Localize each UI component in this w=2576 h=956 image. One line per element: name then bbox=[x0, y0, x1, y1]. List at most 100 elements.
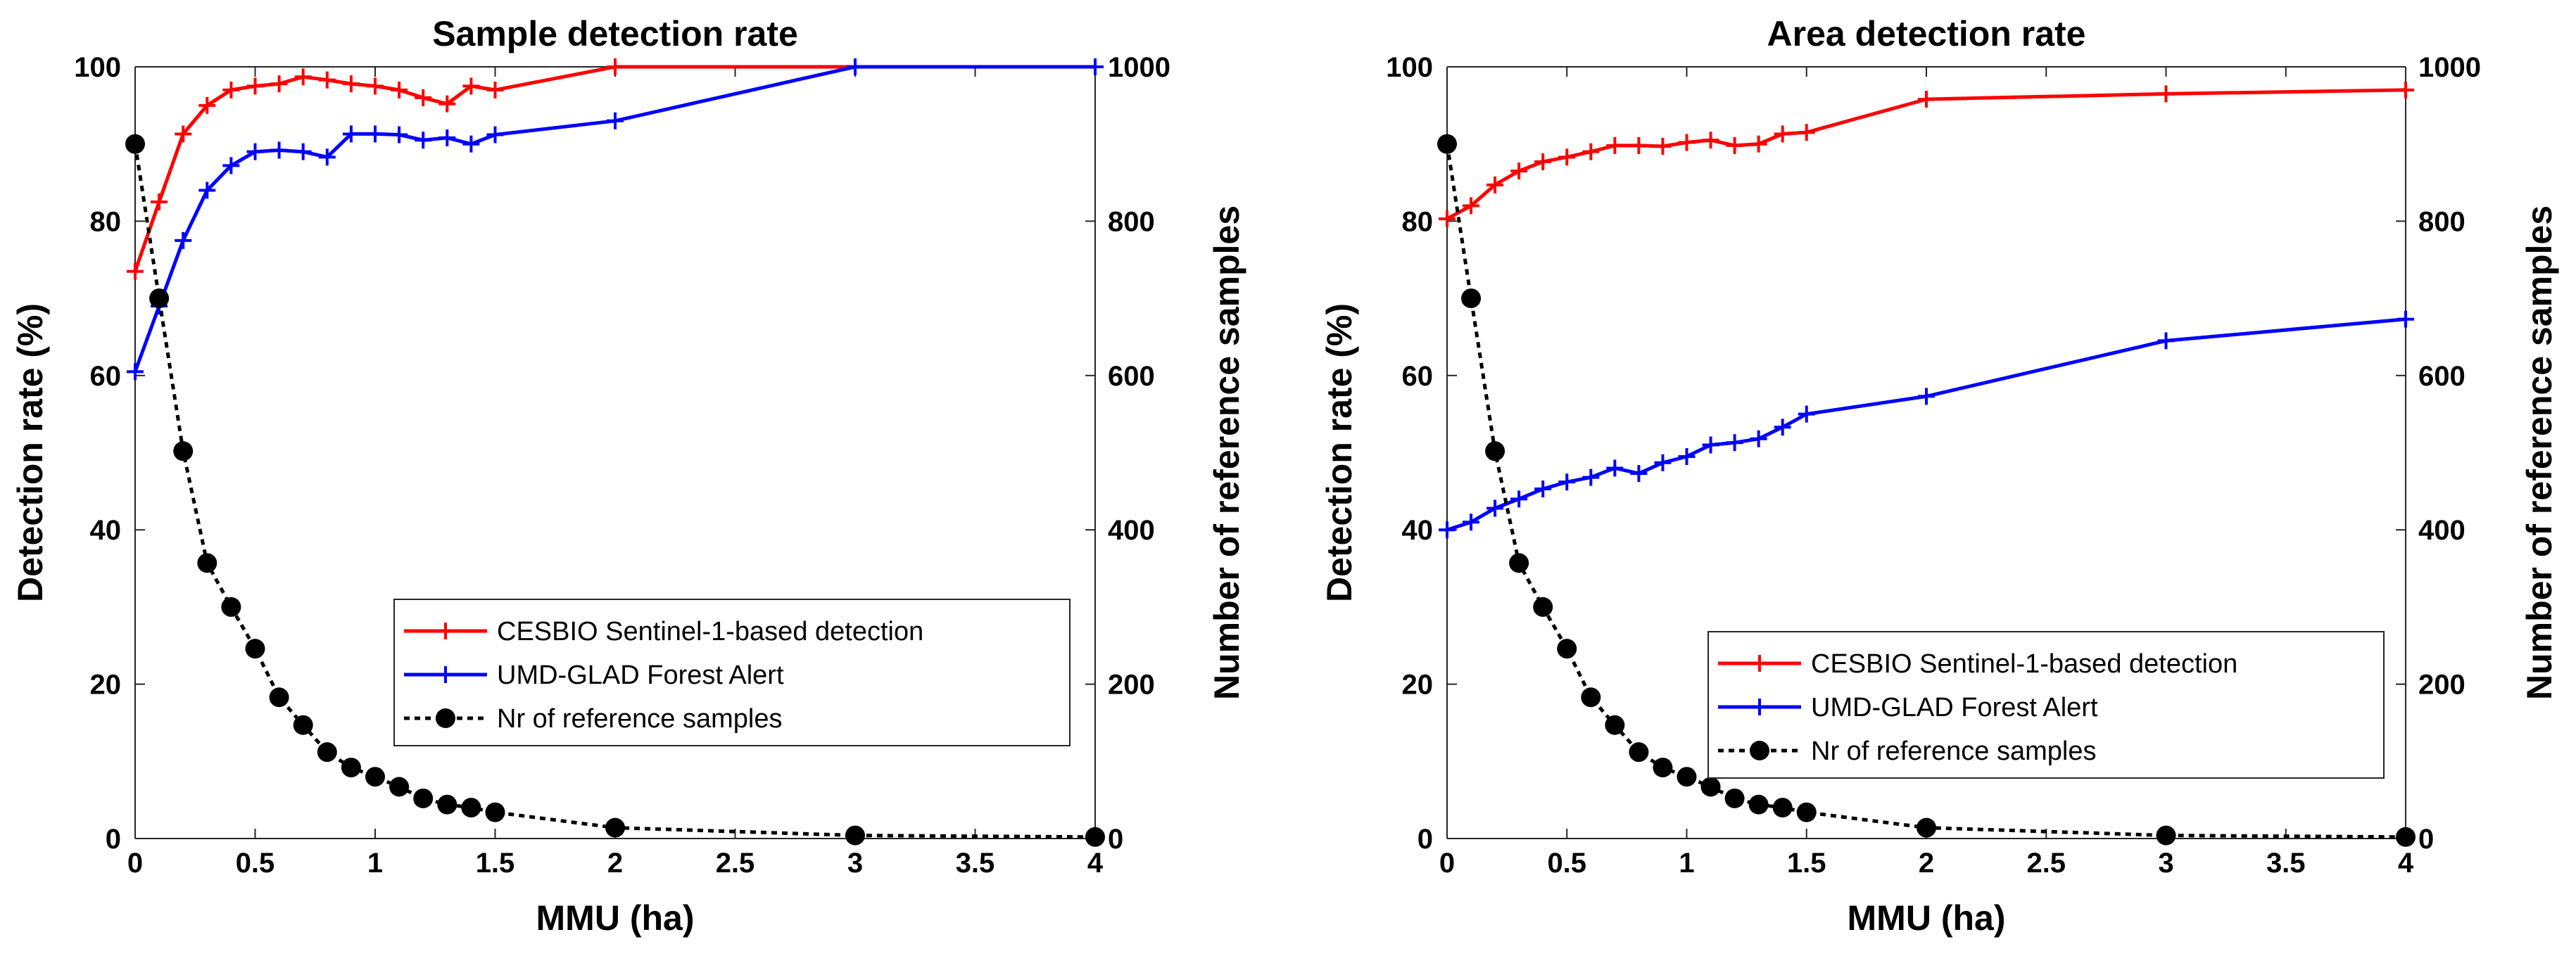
data-point-reference-samples bbox=[1557, 639, 1577, 659]
y-tick-label: 20 bbox=[90, 670, 122, 701]
x-tick-label: 2 bbox=[1919, 848, 1934, 879]
data-point-umd-glad bbox=[1918, 388, 1935, 405]
data-point-reference-samples bbox=[1437, 134, 1457, 154]
data-point-umd-glad bbox=[1463, 514, 1480, 531]
x-tick-label: 3 bbox=[2158, 848, 2173, 879]
data-point-umd-glad bbox=[1726, 434, 1743, 452]
legend-box bbox=[393, 599, 1071, 746]
data-point-cesbio bbox=[486, 81, 504, 98]
data-point-reference-samples bbox=[221, 597, 241, 617]
data-point-umd-glad bbox=[2397, 310, 2414, 328]
y2-tick-label: 0 bbox=[1108, 824, 1123, 855]
chart-panel-1: 0 0.5 1 1.5 2 2.5 3 3.5 402040608010002004006008… bbox=[11, 14, 1246, 938]
y-tick-label: 0 bbox=[1418, 824, 1433, 855]
y-tick-label: 80 bbox=[1402, 206, 1434, 237]
y-tick-label: 40 bbox=[90, 515, 122, 546]
data-point-reference-samples bbox=[1533, 597, 1553, 617]
legend-entry-cesbio: CESBIO Sentinel-1-based detection bbox=[497, 617, 923, 646]
data-point-reference-samples bbox=[845, 825, 865, 846]
data-point-reference-samples bbox=[1724, 788, 1745, 808]
data-point-cesbio bbox=[1678, 134, 1696, 151]
data-point-umd-glad bbox=[1606, 459, 1624, 477]
data-point-cesbio bbox=[151, 193, 168, 210]
data-point-cesbio bbox=[246, 77, 264, 95]
data-point-umd-glad bbox=[127, 363, 144, 381]
data-point-umd-glad bbox=[318, 148, 336, 166]
data-point-cesbio bbox=[1486, 176, 1504, 193]
legend-entry-reference-samples: Nr of reference samples bbox=[1811, 737, 2097, 766]
legend: CESBIO Sentinel-1-based detection UMD-GLA… bbox=[1707, 631, 2385, 779]
data-point-cesbio bbox=[1463, 197, 1480, 215]
data-point-cesbio bbox=[1582, 143, 1600, 160]
x-tick-label: 2.5 bbox=[716, 848, 755, 879]
data-point-reference-samples bbox=[293, 715, 313, 735]
data-point-umd-glad bbox=[1534, 480, 1552, 498]
chart-title: Sample detection rate bbox=[432, 14, 798, 53]
data-point-reference-samples bbox=[269, 687, 289, 708]
data-point-cesbio bbox=[342, 75, 360, 93]
data-point-cesbio bbox=[1798, 124, 1815, 141]
data-point-cesbio bbox=[607, 58, 624, 75]
data-point-umd-glad bbox=[1486, 499, 1504, 517]
y2-tick-label: 0 bbox=[2418, 824, 2434, 855]
data-point-cesbio bbox=[198, 96, 216, 114]
data-point-cesbio bbox=[367, 77, 384, 95]
y2-tick-label: 800 bbox=[1108, 206, 1155, 237]
data-point-cesbio bbox=[415, 89, 432, 106]
x-tick-label: 0 bbox=[1439, 848, 1455, 879]
data-point-cesbio bbox=[2157, 85, 2175, 103]
data-point-umd-glad bbox=[1439, 521, 1456, 539]
x-axis-label: MMU (ha) bbox=[536, 898, 695, 938]
y2-axis-label: Number of reference samples bbox=[2520, 205, 2559, 700]
data-point-umd-glad bbox=[2157, 332, 2175, 350]
legend-marker-dot bbox=[1750, 741, 1769, 760]
data-point-cesbio bbox=[1654, 137, 1672, 155]
x-tick-label: 1 bbox=[1679, 848, 1694, 879]
data-point-reference-samples bbox=[461, 798, 481, 818]
y2-tick-label: 400 bbox=[1108, 515, 1155, 546]
chart-panel-2: 0 0.5 1 1.5 2 2.5 3 3.5 402040608010002004006008… bbox=[1320, 14, 2559, 938]
data-point-reference-samples bbox=[1748, 794, 1769, 815]
y-tick-label: 60 bbox=[90, 361, 122, 392]
data-point-reference-samples bbox=[1629, 742, 1649, 763]
data-point-cesbio bbox=[294, 68, 312, 86]
data-point-cesbio bbox=[175, 125, 192, 143]
data-point-reference-samples bbox=[1509, 553, 1529, 573]
data-point-cesbio bbox=[1606, 136, 1624, 154]
data-point-reference-samples bbox=[437, 794, 457, 815]
data-point-umd-glad bbox=[1798, 405, 1815, 423]
y-tick-label: 60 bbox=[1402, 361, 1434, 392]
data-point-reference-samples bbox=[245, 639, 265, 659]
data-point-reference-samples bbox=[485, 802, 505, 822]
x-tick-label: 2 bbox=[607, 848, 623, 879]
data-point-reference-samples bbox=[1772, 798, 1793, 818]
y-tick-label: 100 bbox=[74, 52, 121, 83]
x-tick-label: 3.5 bbox=[956, 848, 995, 879]
y2-tick-label: 200 bbox=[1108, 670, 1155, 701]
data-point-reference-samples bbox=[1796, 802, 1817, 822]
data-point-reference-samples bbox=[413, 788, 434, 808]
y-axis-label: Detection rate (%) bbox=[1320, 303, 1359, 602]
data-point-cesbio bbox=[1439, 210, 1456, 228]
data-point-reference-samples bbox=[1085, 827, 1105, 847]
x-tick-label: 3.5 bbox=[2266, 848, 2306, 879]
y-tick-label: 100 bbox=[1386, 52, 1433, 83]
data-point-umd-glad bbox=[1558, 473, 1576, 491]
data-point-umd-glad bbox=[342, 125, 360, 143]
data-point-cesbio bbox=[1534, 153, 1552, 170]
x-tick-label: 1.5 bbox=[1787, 848, 1826, 879]
data-point-umd-glad bbox=[607, 112, 624, 129]
y2-tick-label: 600 bbox=[1108, 361, 1155, 392]
data-point-umd-glad bbox=[222, 157, 240, 174]
x-tick-label: 0 bbox=[127, 848, 143, 879]
data-point-umd-glad bbox=[175, 231, 192, 249]
x-tick-label: 3 bbox=[847, 848, 863, 879]
data-point-reference-samples bbox=[341, 758, 361, 778]
x-axis-label: MMU (ha) bbox=[1848, 898, 2006, 938]
data-point-reference-samples bbox=[605, 817, 625, 838]
data-point-umd-glad bbox=[1582, 469, 1600, 486]
data-point-cesbio bbox=[1702, 132, 1719, 149]
y-tick-label: 80 bbox=[90, 206, 122, 237]
data-point-reference-samples bbox=[1581, 687, 1601, 708]
